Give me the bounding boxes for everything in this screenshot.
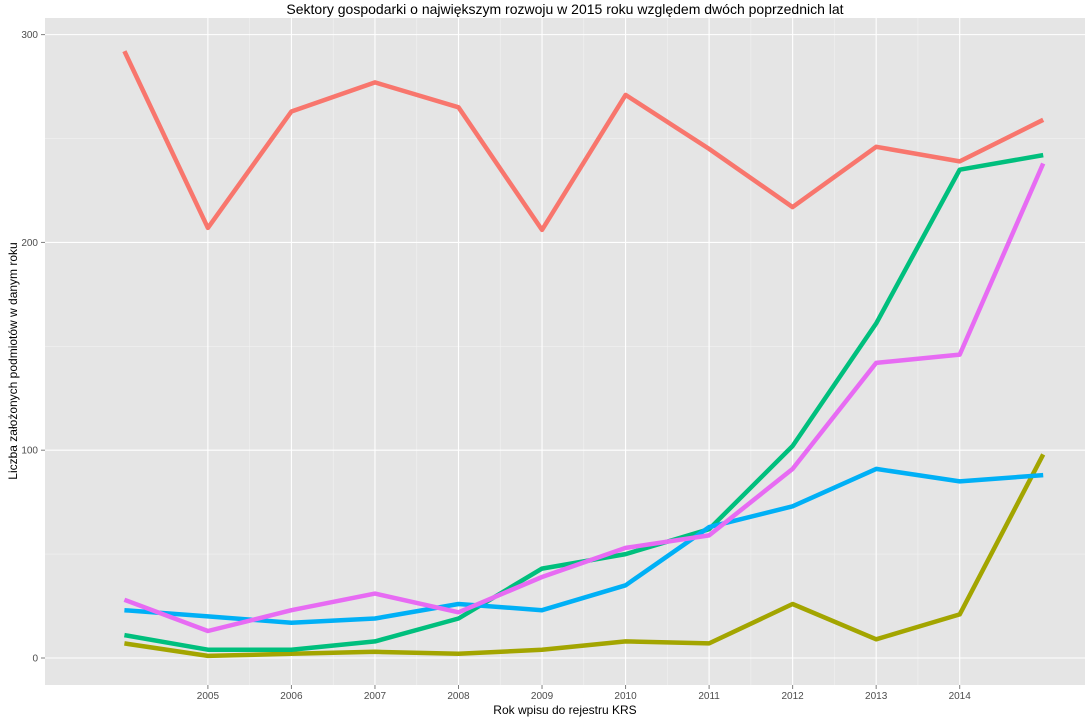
x-tick-label: 2005	[197, 691, 220, 702]
series-line-2	[124, 453, 1046, 659]
x-axis-title: Rok wpisu do rejestru KRS	[493, 703, 636, 717]
y-tick-label: 300	[21, 30, 38, 41]
series-lines	[122, 50, 1046, 659]
x-tick-label: 2008	[447, 691, 470, 702]
x-tick-label: 2009	[531, 691, 554, 702]
x-tick-label: 2012	[782, 691, 805, 702]
x-tick-label: 2011	[698, 691, 720, 702]
x-tick-label: 2007	[364, 691, 387, 702]
major-gridlines	[45, 18, 1085, 685]
x-tick-label: 2014	[949, 691, 972, 702]
x-tick-label: 2006	[280, 691, 303, 702]
y-axis-title: Liczba założonych podmiotów w danym roku	[6, 242, 20, 479]
x-axis-ticks: 2005 2006 2007 2008 2009 2010 2011 2012 2013 2014	[197, 685, 971, 702]
y-axis-ticks: 0 100 200 300	[21, 30, 45, 664]
y-tick-label: 100	[21, 446, 38, 457]
series-line-4	[124, 466, 1044, 625]
x-tick-label: 2013	[865, 691, 888, 702]
x-tick-label: 2010	[614, 691, 637, 702]
y-tick-label: 0	[32, 653, 38, 664]
minor-gridlines	[45, 18, 1085, 685]
y-tick-label: 200	[21, 238, 38, 249]
chart-title: Sektory gospodarki o największym rozwoju…	[286, 1, 843, 17]
plot-background	[45, 18, 1085, 685]
series-line-5	[123, 162, 1046, 634]
series-line-1	[122, 50, 1045, 233]
